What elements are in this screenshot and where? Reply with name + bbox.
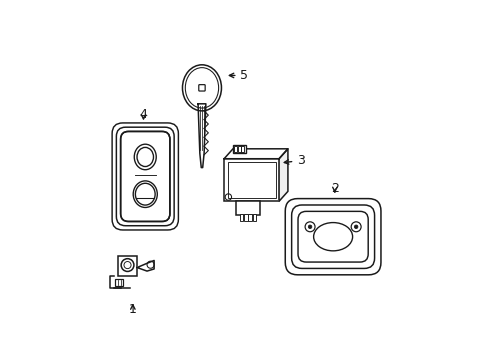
Bar (238, 146, 240, 152)
Bar (252, 215, 256, 221)
Circle shape (305, 222, 314, 232)
Bar (232, 145, 245, 153)
Circle shape (354, 225, 357, 229)
Text: 2: 2 (330, 183, 338, 195)
FancyBboxPatch shape (121, 131, 169, 221)
Polygon shape (224, 149, 287, 159)
FancyBboxPatch shape (297, 211, 367, 262)
FancyBboxPatch shape (291, 205, 374, 269)
FancyBboxPatch shape (198, 85, 205, 91)
Polygon shape (198, 104, 205, 168)
Text: 1: 1 (129, 303, 137, 316)
Ellipse shape (137, 147, 153, 167)
Text: 5: 5 (229, 69, 248, 82)
Bar (244, 215, 247, 221)
Bar (115, 279, 123, 285)
Bar (118, 256, 137, 276)
Circle shape (350, 222, 360, 232)
Text: 3: 3 (284, 154, 305, 167)
Circle shape (307, 225, 311, 229)
Polygon shape (279, 149, 287, 201)
Text: 4: 4 (139, 108, 147, 121)
Bar (235, 201, 260, 215)
Bar (240, 215, 243, 221)
Circle shape (121, 259, 134, 271)
Bar (227, 162, 275, 198)
Bar (234, 146, 237, 152)
Bar (241, 146, 244, 152)
Ellipse shape (182, 65, 221, 111)
Bar (224, 159, 279, 201)
Ellipse shape (135, 183, 155, 205)
Polygon shape (137, 260, 154, 271)
Bar (248, 215, 251, 221)
